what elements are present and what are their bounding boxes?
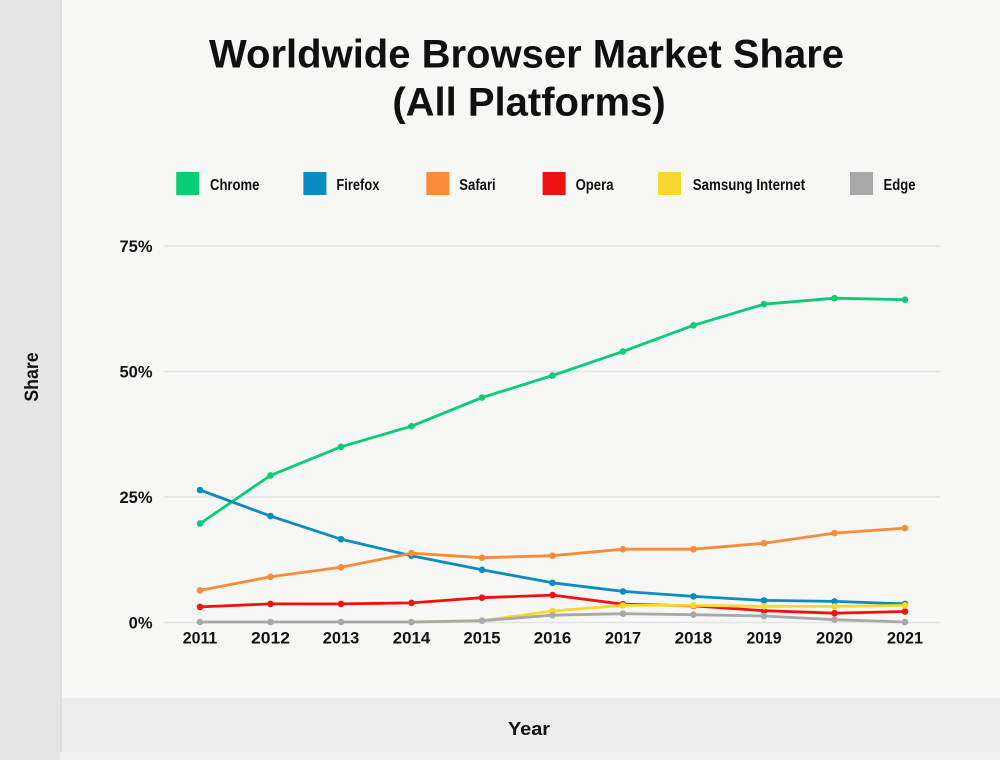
svg-text:Samsung Internet: Samsung Internet xyxy=(693,177,806,194)
svg-text:Edge: Edge xyxy=(884,177,916,194)
svg-text:Opera: Opera xyxy=(576,177,614,194)
svg-text:2018: 2018 xyxy=(675,630,713,648)
svg-text:75%: 75% xyxy=(119,238,152,256)
svg-text:25%: 25% xyxy=(119,489,152,507)
svg-text:Share: Share xyxy=(22,352,43,401)
svg-text:0%: 0% xyxy=(129,615,153,633)
svg-text:Safari: Safari xyxy=(459,177,495,194)
svg-text:(All Platforms): (All Platforms) xyxy=(392,81,665,125)
svg-text:2021: 2021 xyxy=(887,630,923,648)
svg-text:2012: 2012 xyxy=(251,630,290,648)
svg-text:2019: 2019 xyxy=(747,630,782,648)
svg-text:2014: 2014 xyxy=(393,630,431,648)
svg-text:2013: 2013 xyxy=(323,630,360,648)
svg-text:2015: 2015 xyxy=(464,630,501,648)
svg-text:2020: 2020 xyxy=(816,630,853,648)
svg-text:Firefox: Firefox xyxy=(336,177,379,194)
svg-text:Year: Year xyxy=(508,718,550,739)
svg-text:2017: 2017 xyxy=(605,630,641,648)
svg-text:2011: 2011 xyxy=(183,630,218,648)
svg-text:2016: 2016 xyxy=(534,630,572,648)
svg-text:Chrome: Chrome xyxy=(210,177,259,194)
svg-text:Worldwide Browser Market Share: Worldwide Browser Market Share xyxy=(209,33,844,77)
svg-text:50%: 50% xyxy=(119,364,152,382)
